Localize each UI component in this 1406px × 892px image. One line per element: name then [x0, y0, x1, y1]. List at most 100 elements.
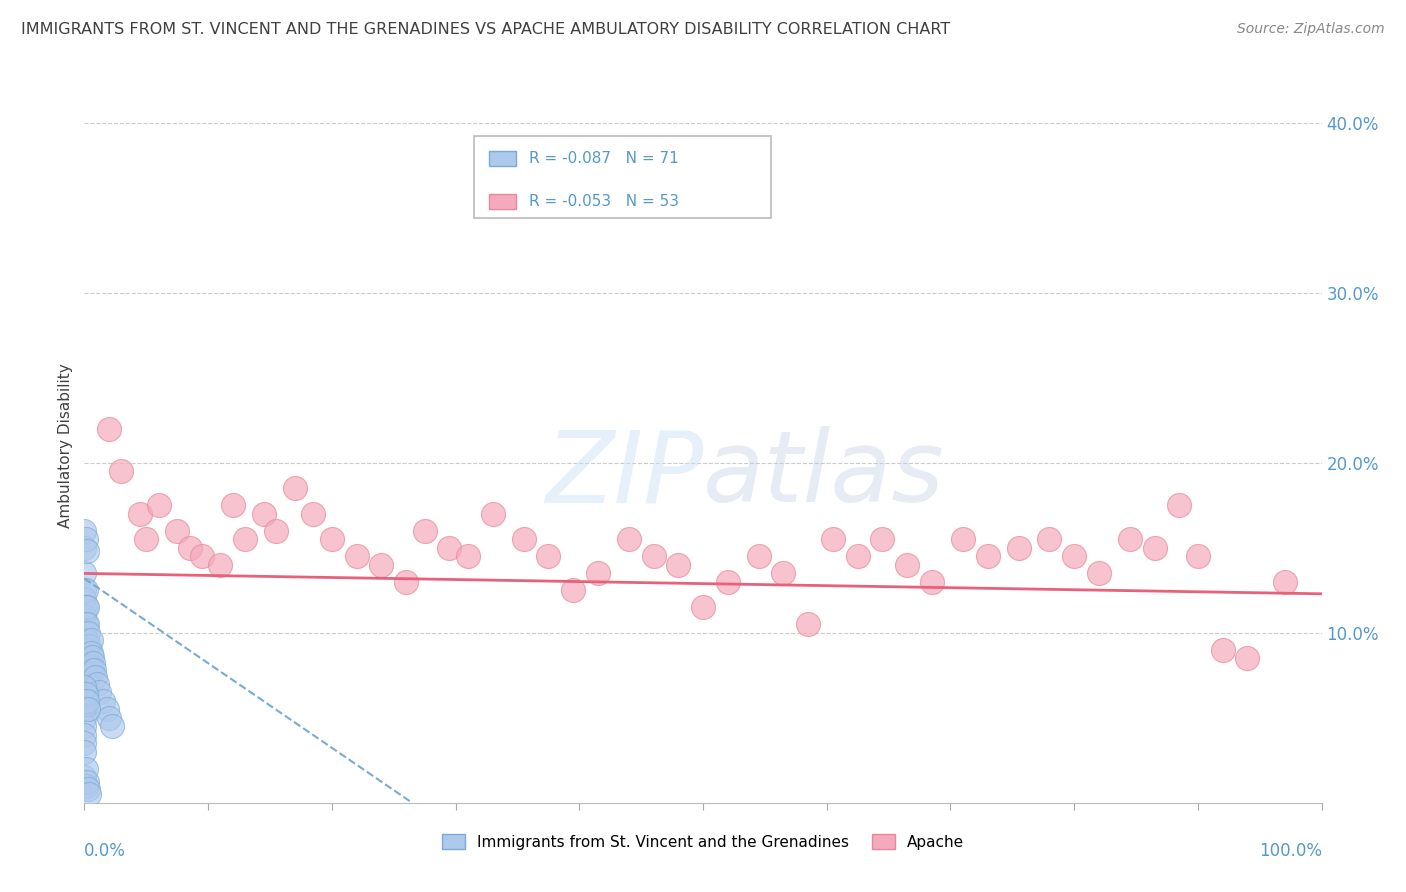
Point: [73, 745, 96, 759]
Point: [76, 544, 98, 558]
Point: [73, 617, 96, 632]
Point: [98, 422, 121, 436]
Point: [395, 574, 418, 589]
Point: [73, 660, 96, 674]
Point: [643, 549, 665, 564]
Point: [79, 653, 101, 667]
Point: [75, 634, 97, 648]
Text: 100.0%: 100.0%: [1258, 842, 1322, 860]
Text: IMMIGRANTS FROM ST. VINCENT AND THE GRENADINES VS APACHE AMBULATORY DISABILITY C: IMMIGRANTS FROM ST. VINCENT AND THE GREN…: [21, 22, 950, 37]
Point: [75, 660, 97, 674]
Point: [73, 685, 96, 699]
Point: [79, 646, 101, 660]
Point: [264, 524, 287, 538]
FancyBboxPatch shape: [489, 151, 516, 166]
Point: [666, 558, 689, 572]
Point: [84, 670, 107, 684]
Point: [772, 566, 794, 581]
Point: [233, 533, 256, 547]
Point: [562, 583, 585, 598]
Point: [75, 600, 97, 615]
Point: [83, 663, 105, 677]
Point: [222, 499, 245, 513]
Point: [73, 591, 96, 606]
Point: [76, 685, 98, 699]
Point: [79, 666, 101, 681]
Point: [77, 702, 100, 716]
Point: [75, 533, 97, 547]
Point: [91, 694, 114, 708]
Point: [73, 634, 96, 648]
Point: [75, 685, 97, 699]
Point: [77, 670, 100, 684]
Point: [166, 524, 188, 538]
Point: [86, 677, 108, 691]
Point: [75, 673, 97, 688]
Text: atlas: atlas: [703, 426, 945, 523]
Point: [73, 694, 96, 708]
Point: [73, 770, 96, 784]
Point: [76, 600, 98, 615]
Point: [439, 541, 461, 555]
Point: [1143, 541, 1166, 555]
Point: [79, 787, 101, 801]
FancyBboxPatch shape: [489, 194, 516, 209]
Text: ZIP: ZIP: [544, 426, 703, 523]
Point: [586, 566, 609, 581]
Point: [748, 549, 770, 564]
Point: [75, 762, 97, 776]
Point: [821, 533, 844, 547]
Point: [413, 524, 436, 538]
Point: [692, 600, 714, 615]
Point: [73, 711, 96, 725]
Text: R = -0.053   N = 53: R = -0.053 N = 53: [529, 194, 679, 210]
Text: Source: ZipAtlas.com: Source: ZipAtlas.com: [1237, 22, 1385, 37]
Point: [76, 694, 98, 708]
Point: [1007, 541, 1029, 555]
Point: [75, 646, 97, 660]
Point: [80, 649, 103, 664]
Point: [73, 651, 96, 665]
Point: [457, 549, 479, 564]
Point: [75, 583, 97, 598]
Point: [1088, 566, 1111, 581]
Point: [797, 617, 820, 632]
Point: [75, 617, 97, 632]
Point: [73, 566, 96, 581]
Point: [896, 558, 918, 572]
Point: [73, 719, 96, 733]
Point: [1274, 574, 1296, 589]
Point: [481, 507, 503, 521]
Point: [76, 617, 98, 632]
Point: [73, 668, 96, 682]
Y-axis label: Ambulatory Disability: Ambulatory Disability: [58, 364, 73, 528]
Point: [976, 549, 998, 564]
Point: [1119, 533, 1142, 547]
Text: R = -0.087   N = 71: R = -0.087 N = 71: [529, 151, 678, 166]
Point: [110, 465, 132, 479]
Point: [75, 779, 97, 793]
Point: [617, 533, 640, 547]
Point: [253, 507, 276, 521]
Point: [79, 660, 101, 674]
Point: [952, 533, 974, 547]
Point: [284, 482, 307, 496]
Point: [73, 643, 96, 657]
Point: [135, 533, 157, 547]
Point: [73, 677, 96, 691]
Point: [89, 685, 111, 699]
Point: [100, 719, 122, 733]
Point: [73, 626, 96, 640]
Point: [1236, 651, 1258, 665]
Point: [79, 640, 101, 654]
Point: [846, 549, 869, 564]
Point: [302, 507, 325, 521]
Point: [129, 507, 152, 521]
Point: [77, 626, 100, 640]
Point: [82, 657, 104, 671]
Point: [80, 663, 103, 677]
Point: [98, 711, 121, 725]
Point: [512, 533, 534, 547]
Point: [73, 680, 96, 694]
Point: [73, 608, 96, 623]
